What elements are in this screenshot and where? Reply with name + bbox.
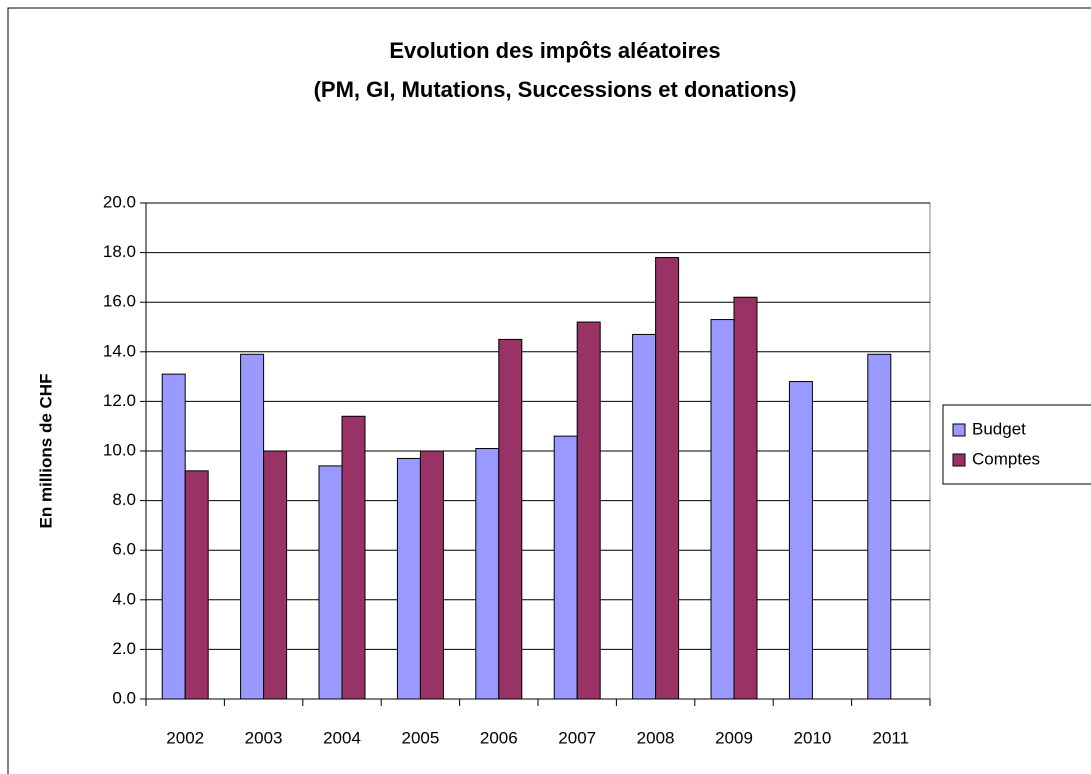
- bar: [710, 319, 735, 700]
- bar: [475, 448, 500, 700]
- y-tick-label: 4.0: [112, 589, 136, 608]
- y-tick-label: 14.0: [103, 341, 136, 360]
- y-axis-label: En millions de CHF: [36, 374, 55, 529]
- y-tick-label: 18.0: [103, 242, 136, 261]
- legend-swatch: [952, 423, 966, 437]
- x-tick-label: 2004: [323, 728, 361, 747]
- bar: [655, 257, 680, 700]
- bar: [867, 353, 892, 700]
- x-tick-label: 2008: [637, 728, 675, 747]
- x-tick-label: 2007: [558, 728, 596, 747]
- legend-box: [942, 404, 1091, 485]
- bar: [263, 450, 288, 700]
- x-tick-label: 2005: [401, 728, 439, 747]
- legend-swatch: [952, 453, 966, 467]
- bar: [419, 450, 444, 700]
- bar: [632, 333, 657, 700]
- bar: [576, 321, 601, 700]
- x-tick-label: 2002: [166, 728, 204, 747]
- bar: [553, 435, 578, 700]
- legend-label: Comptes: [972, 449, 1040, 468]
- y-tick-label: 12.0: [103, 391, 136, 410]
- y-tick-label: 6.0: [112, 540, 136, 559]
- x-tick-label: 2011: [873, 728, 910, 747]
- y-tick-label: 10.0: [103, 440, 136, 459]
- bar: [788, 381, 813, 700]
- y-tick-label: 16.0: [103, 292, 136, 311]
- bar: [733, 296, 758, 700]
- chart-title: Evolution des impôts aléatoires: [389, 38, 720, 63]
- bar: [318, 465, 343, 700]
- bar: [396, 457, 421, 700]
- x-tick-label: 2009: [715, 728, 753, 747]
- x-tick-label: 2003: [245, 728, 283, 747]
- chart-title: (PM, GI, Mutations, Successions et donat…: [314, 77, 797, 102]
- bar: [341, 415, 366, 700]
- bar: [240, 353, 265, 700]
- legend-label: Budget: [972, 419, 1026, 438]
- bar: [184, 470, 209, 700]
- bar: [498, 338, 523, 700]
- x-tick-label: 2006: [480, 728, 518, 747]
- bar: [161, 373, 186, 700]
- x-tick-label: 2010: [793, 728, 831, 747]
- y-tick-label: 20.0: [103, 192, 136, 211]
- y-tick-label: 0.0: [112, 688, 136, 707]
- y-tick-label: 2.0: [112, 639, 136, 658]
- y-tick-label: 8.0: [112, 490, 136, 509]
